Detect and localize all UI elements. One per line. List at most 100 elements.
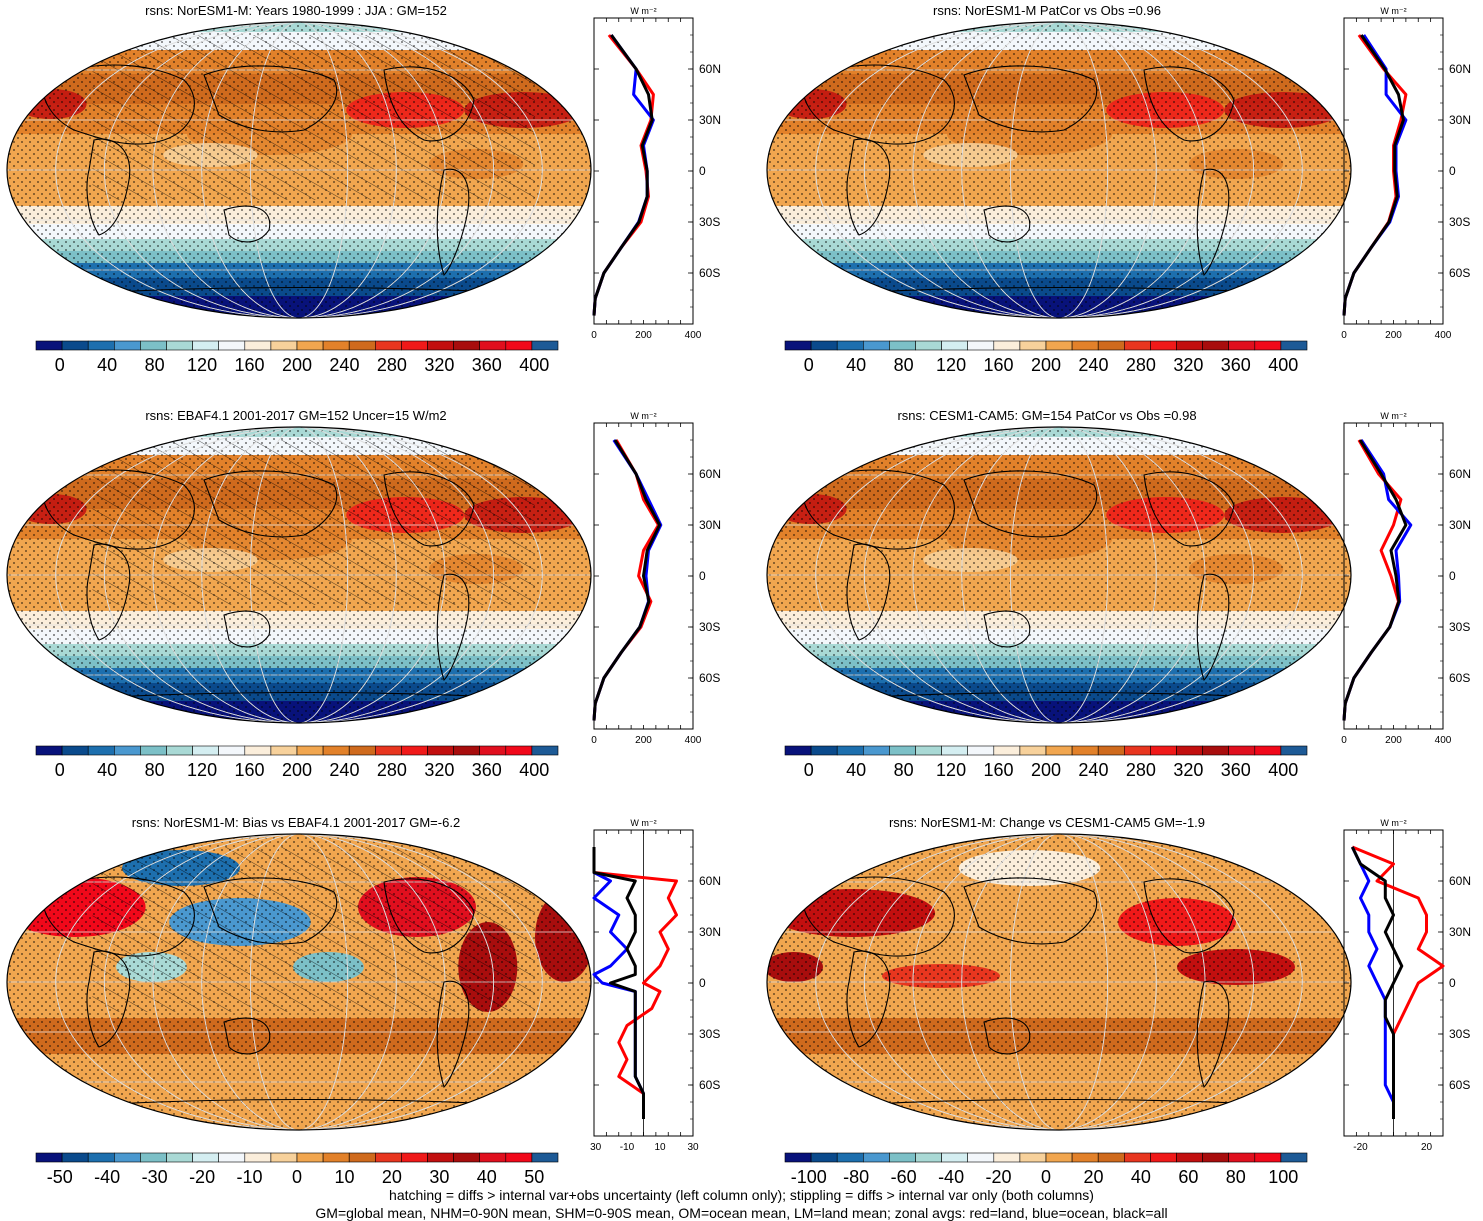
zonal-x-tick-label: 0 — [591, 330, 597, 341]
colorbar-swatch — [374, 745, 402, 756]
colorbar-tick-label: 0 — [803, 355, 814, 375]
colorbar-swatch — [1071, 340, 1099, 351]
zonal-x-tick-label: 30 — [687, 1142, 699, 1153]
zonal-series-all — [1350, 846, 1404, 1119]
zonal-lat-tick-label: 60N — [699, 874, 721, 888]
colorbar-tick-label: -40 — [938, 1167, 965, 1187]
colorbar-tick-label: 400 — [1268, 760, 1299, 780]
colorbar — [35, 745, 559, 756]
zonal-unit-label: W m⁻² — [630, 818, 656, 828]
zonal-series-all — [592, 847, 645, 1119]
zonal-lat-tick-label: 60S — [699, 1078, 720, 1092]
colorbar-swatch — [863, 745, 890, 756]
colorbar-swatch — [915, 1152, 942, 1163]
zonal-x-tick-label: 200 — [635, 330, 652, 341]
colorbar-tick-label: 40 — [97, 760, 118, 780]
colorbar-tick-label: 400 — [519, 760, 550, 780]
colorbar-tick-label: 160 — [234, 760, 265, 780]
zonal-lat-tick-label: 60S — [1449, 266, 1470, 280]
colorbar-swatch — [427, 340, 454, 351]
colorbar-tick-label: 100 — [1268, 1167, 1299, 1187]
colorbar — [784, 340, 1308, 351]
colorbar-swatch — [915, 745, 942, 756]
colorbar-swatch — [1123, 340, 1151, 351]
colorbar-swatch — [114, 745, 141, 756]
colorbar-tick-label: 0 — [1040, 1167, 1051, 1187]
colorbar-swatch — [1045, 745, 1073, 756]
colorbar-swatch — [35, 1152, 63, 1163]
colorbar-swatch — [244, 745, 272, 756]
colorbar-tick-label: 20 — [1083, 1167, 1104, 1187]
colorbar-swatch — [1045, 1152, 1073, 1163]
colorbar-tick-label: 360 — [471, 760, 502, 780]
colorbar-swatch — [218, 1152, 246, 1163]
zonal-x-tick-label: -20 — [1353, 1142, 1368, 1153]
colorbar-swatch — [1176, 340, 1203, 351]
colorbar-swatch — [531, 745, 559, 756]
colorbar-swatch — [270, 340, 298, 351]
zonal-lat-tick-label: 30N — [699, 113, 721, 127]
colorbar-tick-label: 80 — [1225, 1167, 1246, 1187]
colorbar-swatch — [140, 340, 167, 351]
colorbar-swatch — [1123, 1152, 1151, 1163]
zonal-series-land — [592, 847, 678, 1119]
colorbar-swatch — [374, 1152, 402, 1163]
colorbar-swatch — [1123, 745, 1151, 756]
zonal-unit-label: W m⁻² — [1380, 6, 1406, 16]
colorbar-swatch — [348, 1152, 376, 1163]
zonal-lat-tick-label: 30N — [1449, 925, 1471, 939]
colorbar-swatch — [993, 340, 1021, 351]
robinson-map — [766, 426, 1352, 724]
colorbar — [35, 1152, 559, 1163]
zonal-x-tick-label: -30 — [590, 1142, 602, 1153]
colorbar-swatch — [1176, 1152, 1203, 1163]
panel-5: rsns: NorESM1-M: Bias vs EBAF4.1 2001-20… — [0, 812, 731, 1212]
colorbar-tick-label: 240 — [1078, 355, 1109, 375]
colorbar-tick-label: 40 — [97, 355, 118, 375]
colorbar-swatch — [401, 340, 428, 351]
zonal-unit-label: W m⁻² — [1380, 818, 1406, 828]
colorbar-tick-label: 40 — [846, 760, 867, 780]
colorbar-swatch — [889, 340, 916, 351]
zonal-lat-tick-label: 0 — [699, 976, 706, 990]
colorbar-tick-label: 240 — [329, 760, 360, 780]
colorbar-swatch — [1228, 745, 1256, 756]
colorbar-swatch — [87, 1152, 115, 1163]
colorbar-tick-label: 120 — [187, 355, 218, 375]
zonal-lat-tick-label: 60S — [699, 671, 720, 685]
colorbar-swatch — [941, 1152, 969, 1163]
colorbar-tick-label: 0 — [54, 355, 65, 375]
zonal-lat-tick-label: 0 — [699, 569, 706, 583]
colorbar — [35, 340, 559, 351]
colorbar-swatch — [114, 1152, 141, 1163]
colorbar-tick-label: 280 — [1125, 355, 1156, 375]
zonal-x-tick-label: 20 — [1421, 1142, 1433, 1153]
colorbar-swatch — [863, 340, 890, 351]
colorbar-tick-label: 240 — [329, 355, 360, 375]
colorbar-swatch — [35, 745, 63, 756]
zonal-lat-tick-label: 60N — [699, 62, 721, 76]
colorbar-tick-label: 320 — [424, 760, 455, 780]
robinson-map — [766, 21, 1352, 319]
zonal-x-tick-label: 10 — [654, 1142, 666, 1153]
colorbar-swatch — [453, 340, 481, 351]
zonal-lat-tick-label: 30S — [699, 1027, 720, 1041]
colorbar-swatch — [784, 745, 812, 756]
colorbar-swatch — [166, 1152, 193, 1163]
colorbar-swatch — [863, 1152, 890, 1163]
colorbar-swatch — [453, 745, 481, 756]
colorbar-swatch — [1280, 745, 1308, 756]
colorbar-swatch — [1150, 1152, 1177, 1163]
colorbar-tick-label: 200 — [281, 355, 313, 375]
zonal-mean-plot: W m⁻² -30 -10 10 30 60N 30N 0 30S 60S — [590, 818, 721, 1153]
zonal-series-all — [592, 34, 654, 316]
zonal-mean-plot: W m⁻² 0 200 400 60N 30N 0 30S 60S — [591, 411, 721, 746]
colorbar-swatch — [505, 1152, 533, 1163]
colorbar-swatch — [192, 340, 220, 351]
colorbar-tick-label: -20 — [985, 1167, 1012, 1187]
colorbar-tick-label: 240 — [1078, 760, 1109, 780]
colorbar-swatch — [427, 745, 454, 756]
colorbar-tick-label: -60 — [890, 1167, 917, 1187]
colorbar-tick-label: 280 — [376, 760, 407, 780]
colorbar-swatch — [1228, 340, 1256, 351]
